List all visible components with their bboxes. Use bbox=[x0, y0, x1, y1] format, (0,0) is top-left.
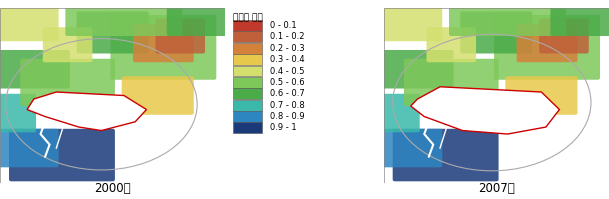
FancyBboxPatch shape bbox=[155, 19, 205, 54]
FancyBboxPatch shape bbox=[460, 12, 532, 54]
Bar bbox=[233, 20, 262, 31]
FancyBboxPatch shape bbox=[0, 50, 70, 89]
FancyBboxPatch shape bbox=[110, 15, 216, 80]
Text: 0.4 - 0.5: 0.4 - 0.5 bbox=[270, 66, 304, 75]
FancyBboxPatch shape bbox=[393, 129, 499, 181]
Polygon shape bbox=[410, 87, 560, 134]
FancyBboxPatch shape bbox=[539, 19, 589, 54]
Text: 0.9 - 1: 0.9 - 1 bbox=[270, 123, 297, 132]
FancyBboxPatch shape bbox=[65, 6, 183, 36]
Text: 0.5 - 0.6: 0.5 - 0.6 bbox=[270, 78, 304, 87]
FancyBboxPatch shape bbox=[20, 59, 115, 106]
FancyBboxPatch shape bbox=[43, 27, 93, 62]
Text: 0 - 0.1: 0 - 0.1 bbox=[270, 21, 297, 30]
FancyBboxPatch shape bbox=[494, 15, 600, 80]
FancyBboxPatch shape bbox=[0, 94, 36, 132]
Text: 2000년: 2000년 bbox=[94, 182, 131, 195]
Text: 0.2 - 0.3: 0.2 - 0.3 bbox=[270, 44, 304, 53]
Bar bbox=[233, 31, 262, 42]
FancyBboxPatch shape bbox=[551, 6, 609, 36]
FancyBboxPatch shape bbox=[505, 76, 577, 115]
FancyBboxPatch shape bbox=[381, 94, 420, 132]
Text: 0.3 - 0.4: 0.3 - 0.4 bbox=[270, 55, 304, 64]
FancyBboxPatch shape bbox=[381, 50, 454, 89]
Bar bbox=[233, 43, 262, 54]
FancyBboxPatch shape bbox=[133, 24, 194, 62]
FancyBboxPatch shape bbox=[449, 6, 566, 36]
Text: 2007년: 2007년 bbox=[478, 182, 515, 195]
Bar bbox=[233, 123, 262, 133]
Bar bbox=[233, 66, 262, 76]
Bar bbox=[233, 111, 262, 122]
Bar bbox=[233, 100, 262, 111]
FancyBboxPatch shape bbox=[516, 24, 577, 62]
Text: 0.6 - 0.7: 0.6 - 0.7 bbox=[270, 89, 304, 98]
FancyBboxPatch shape bbox=[9, 129, 115, 181]
FancyBboxPatch shape bbox=[381, 129, 442, 167]
Text: 0.8 - 0.9: 0.8 - 0.9 bbox=[270, 112, 304, 121]
Text: 0.7 - 0.8: 0.7 - 0.8 bbox=[270, 101, 304, 110]
FancyBboxPatch shape bbox=[404, 59, 499, 106]
FancyBboxPatch shape bbox=[381, 6, 442, 41]
FancyBboxPatch shape bbox=[426, 27, 476, 62]
FancyBboxPatch shape bbox=[0, 129, 58, 167]
Text: 0.1 - 0.2: 0.1 - 0.2 bbox=[270, 32, 304, 41]
FancyBboxPatch shape bbox=[167, 6, 228, 36]
Polygon shape bbox=[27, 92, 146, 131]
FancyBboxPatch shape bbox=[77, 12, 149, 54]
Bar bbox=[233, 77, 262, 88]
FancyBboxPatch shape bbox=[0, 6, 58, 41]
FancyBboxPatch shape bbox=[122, 76, 194, 115]
Text: 연결성 지수: 연결성 지수 bbox=[233, 13, 263, 22]
Bar bbox=[233, 54, 262, 65]
Bar bbox=[233, 88, 262, 99]
